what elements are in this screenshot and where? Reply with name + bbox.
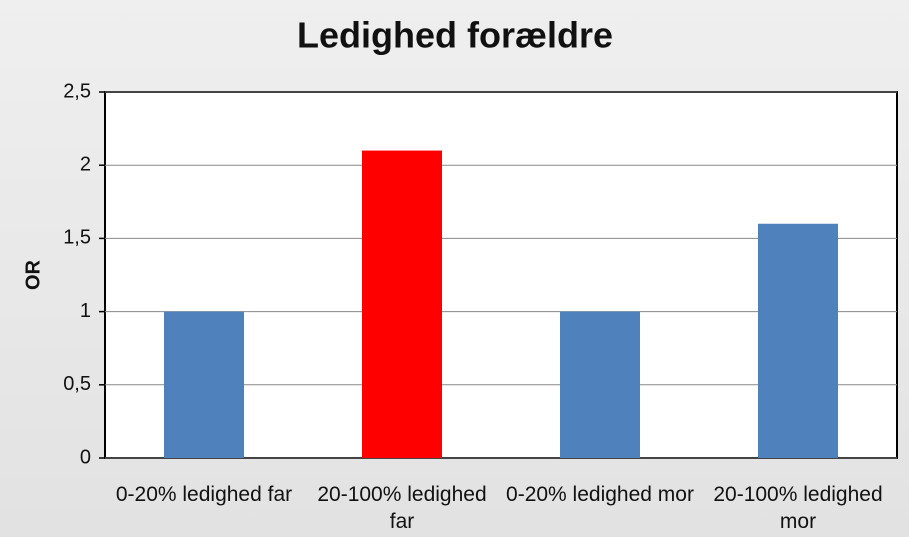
x-tick-label: 0-20% ledighed far (115, 483, 293, 506)
bar (362, 150, 442, 458)
x-tick-label: 20-100% ledighed far (317, 483, 487, 533)
x-tick-label: 0-20% ledighed mor (506, 483, 694, 506)
bar (164, 311, 244, 458)
bar (560, 311, 640, 458)
y-tick-label: 1,5 (63, 227, 91, 249)
y-axis-label: OR (22, 259, 44, 290)
chart-title: Ledighed forældre (297, 15, 613, 56)
x-tick-label: 20-100% ledighed mor (713, 483, 883, 533)
y-tick-label: 0 (80, 446, 91, 468)
y-tick-label: 0,5 (63, 373, 91, 395)
y-tick-label: 2 (80, 153, 91, 175)
y-tick-label: 1 (80, 300, 91, 322)
y-tick-label: 2,5 (63, 80, 91, 102)
bar (758, 223, 838, 458)
